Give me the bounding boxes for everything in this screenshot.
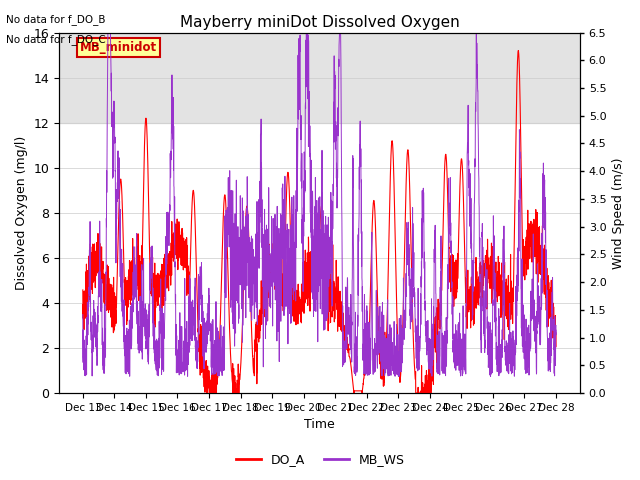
Text: No data for f_DO_C: No data for f_DO_C [6,34,106,45]
Text: No data for f_DO_B: No data for f_DO_B [6,14,106,25]
Y-axis label: Wind Speed (m/s): Wind Speed (m/s) [612,157,625,269]
Title: Mayberry miniDot Dissolved Oxygen: Mayberry miniDot Dissolved Oxygen [180,15,460,30]
X-axis label: Time: Time [304,419,335,432]
Legend: DO_A, MB_WS: DO_A, MB_WS [230,448,410,471]
Bar [59,33,580,123]
Y-axis label: Dissolved Oxygen (mg/l): Dissolved Oxygen (mg/l) [15,136,28,290]
Text: MB_minidot: MB_minidot [80,41,157,54]
